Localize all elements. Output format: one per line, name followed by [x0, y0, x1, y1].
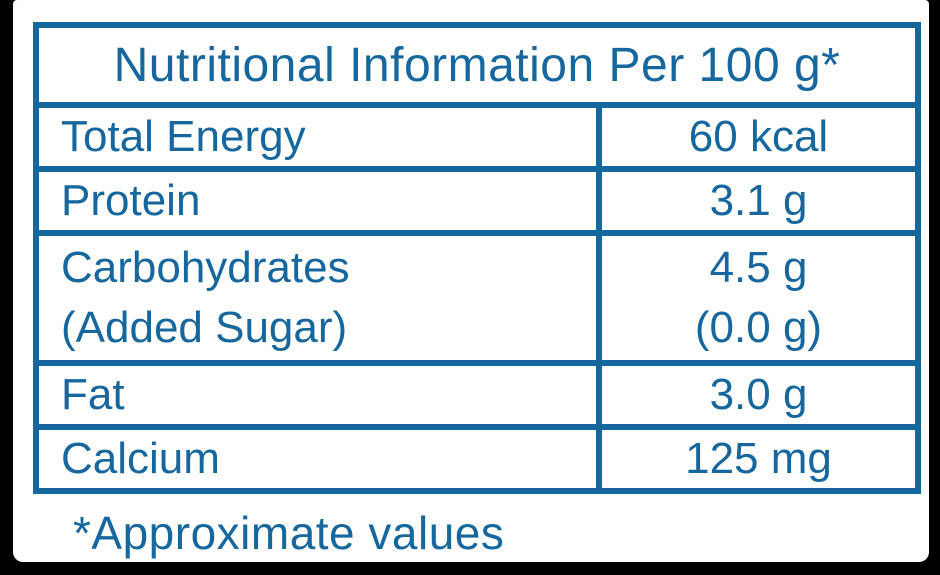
nutrient-name: Protein — [61, 176, 201, 225]
nutrient-subvalue: (0.0 g) — [694, 303, 823, 352]
table-row: Total Energy 60 kcal — [33, 102, 921, 172]
nutrient-value: 125 mg — [685, 434, 832, 483]
table-row: Carbohydrates (Added Sugar) 4.5 g (0.0 g… — [33, 230, 921, 366]
nutrient-name: Carbohydrates — [61, 243, 350, 292]
table-title: Nutritional Information Per 100 g* — [33, 22, 921, 108]
nutrient-value-cell: 3.1 g — [596, 166, 921, 236]
footnote: *Approximate values — [73, 507, 505, 559]
table-row: Fat 3.0 g — [33, 360, 921, 430]
table-row: Protein 3.1 g — [33, 166, 921, 236]
nutrient-value-cell: 4.5 g (0.0 g) — [596, 230, 921, 366]
nutrient-value-cell: 125 mg — [596, 424, 921, 494]
nutrient-value-cell: 3.0 g — [596, 360, 921, 430]
table-row: Calcium 125 mg — [33, 424, 921, 494]
nutrient-name-cell: Carbohydrates (Added Sugar) — [33, 230, 602, 366]
nutrient-name-cell: Total Energy — [33, 102, 602, 172]
table-title-row: Nutritional Information Per 100 g* — [33, 22, 921, 108]
nutrient-value: 4.5 g — [709, 243, 808, 292]
nutrient-value: 3.0 g — [709, 370, 808, 419]
nutrient-name-cell: Calcium — [33, 424, 602, 494]
nutrient-value: 3.1 g — [709, 176, 808, 225]
nutrient-name: Calcium — [61, 434, 220, 483]
nutrient-name-cell: Fat — [33, 360, 602, 430]
nutrient-value: 60 kcal — [688, 112, 829, 161]
nutrient-name-cell: Protein — [33, 166, 602, 236]
nutrition-label-card: Nutritional Information Per 100 g* Total… — [13, 0, 929, 562]
nutrient-name: Fat — [61, 370, 125, 419]
nutrient-name: Total Energy — [61, 112, 306, 161]
nutrition-table: Nutritional Information Per 100 g* Total… — [33, 22, 921, 494]
nutrient-subname: (Added Sugar) — [61, 303, 348, 352]
nutrient-value-cell: 60 kcal — [596, 102, 921, 172]
